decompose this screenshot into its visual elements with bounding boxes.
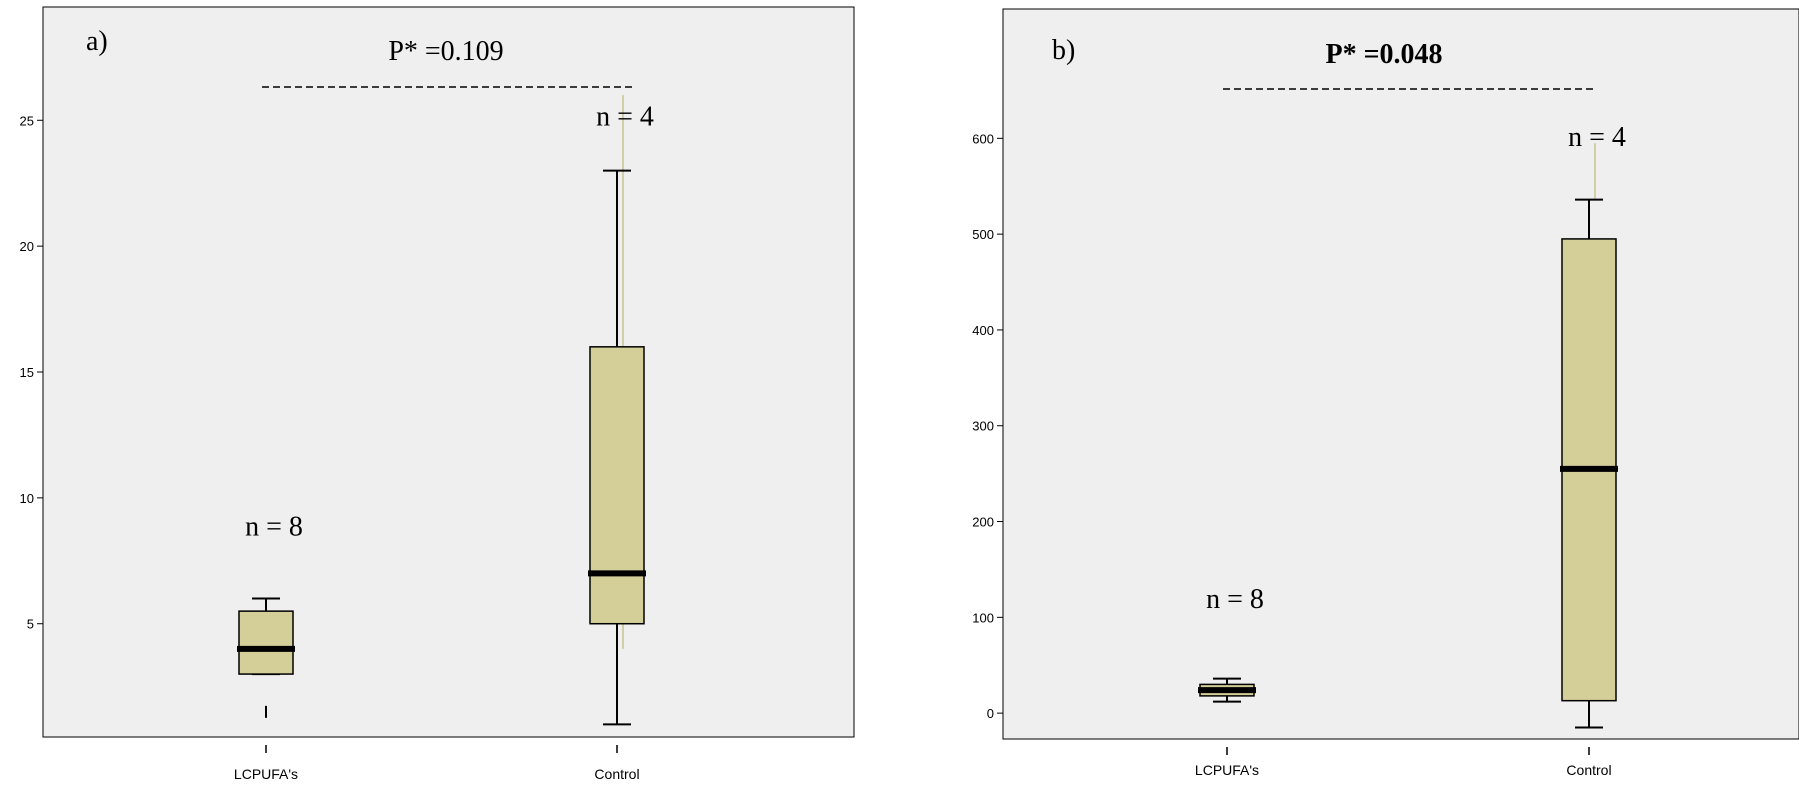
panel-a: 5 10 15 20 25 LCPUFA's Control a) P* =0.109 n = 8… [20, 6, 855, 782]
y-tick-label: 10 [20, 491, 34, 506]
y-tick-label: 0 [987, 706, 994, 721]
box-iqr [589, 346, 645, 625]
x-category-label: Control [1566, 762, 1611, 778]
plot-area [1002, 8, 1799, 740]
x-category-label: Control [594, 766, 639, 782]
y-tick-label: 15 [20, 365, 34, 380]
n-label: n = 4 [1568, 122, 1626, 153]
plot-area [42, 6, 855, 738]
y-tick-label: 25 [20, 113, 34, 128]
y-tick-label: 200 [972, 515, 994, 530]
x-category-label: LCPUFA's [1195, 762, 1259, 778]
panel-b: 0 100 200 300 400 500 600 LCPUFA's Control b) P* =… [972, 8, 1799, 778]
y-tick-label: 5 [27, 617, 34, 632]
y-tick-label: 400 [972, 323, 994, 338]
x-category-label: LCPUFA's [234, 766, 298, 782]
p-value-annotation: P* =0.048 [1325, 39, 1442, 70]
n-label: n = 8 [245, 512, 303, 543]
p-value-annotation: P* =0.109 [388, 36, 503, 67]
n-label: n = 8 [1206, 584, 1264, 615]
y-tick-label: 100 [972, 610, 994, 625]
y-tick-label: 600 [972, 131, 994, 146]
panel-label: b) [1052, 35, 1075, 66]
y-tick-label: 300 [972, 419, 994, 434]
y-tick-label: 20 [20, 239, 34, 254]
box-iqr [238, 610, 294, 675]
n-label: n = 4 [596, 101, 654, 132]
panel-label: a) [86, 26, 108, 57]
y-tick-label: 500 [972, 227, 994, 242]
